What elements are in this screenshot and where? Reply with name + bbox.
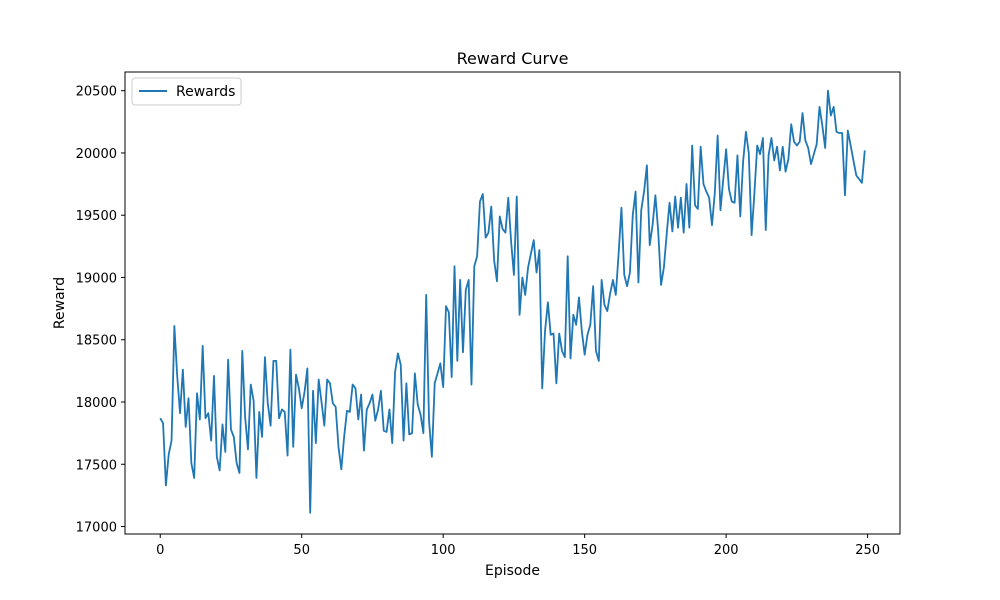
plot-frame: [124, 71, 901, 535]
legend: Rewards: [131, 77, 242, 106]
x-tick-label: 100: [431, 543, 456, 558]
x-tick-label: 50: [293, 543, 310, 558]
legend-box: [131, 77, 242, 106]
x-tick-label: 0: [156, 543, 164, 558]
y-tick-label: 19000: [76, 271, 117, 286]
y-tick-label: 17000: [76, 521, 117, 536]
x-tick-label: 150: [572, 543, 597, 558]
chart-title: Reward Curve: [457, 49, 569, 68]
legend-label-rewards: Rewards: [176, 84, 235, 100]
y-axis: 17000 17500 18000 18500 19000 19500 20000 20500: [76, 85, 125, 536]
y-tick-label: 19500: [76, 209, 117, 224]
y-axis-label: Reward: [52, 277, 68, 329]
y-tick-label: 20500: [76, 85, 117, 100]
x-tick-label: 250: [855, 543, 880, 558]
y-tick-label: 20000: [76, 147, 117, 162]
x-tick-label: 200: [714, 543, 739, 558]
plot-area: [159, 89, 866, 514]
y-tick-label: 18000: [76, 396, 117, 411]
x-axis-label: Episode: [485, 563, 540, 579]
x-axis: 0 50 100 150 200 250: [156, 534, 880, 558]
rewards-series-line: [159, 89, 866, 514]
y-tick-label: 18500: [76, 334, 117, 349]
y-tick-label: 17500: [76, 458, 117, 473]
